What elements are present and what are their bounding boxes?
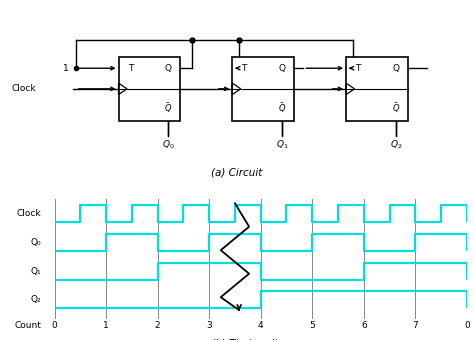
Text: Count: Count [15,321,42,330]
Text: (b) Timing diagram: (b) Timing diagram [211,339,310,340]
Text: 6: 6 [361,321,367,330]
Text: T: T [355,64,361,73]
Text: T: T [128,64,133,73]
Text: T: T [241,64,247,73]
Text: $Q_0$: $Q_0$ [162,138,174,151]
Text: 0: 0 [464,321,470,330]
Text: $\bar{Q}$: $\bar{Q}$ [278,102,286,115]
Text: 3: 3 [206,321,212,330]
Text: $Q_2$: $Q_2$ [390,138,402,151]
Text: $\bar{Q}$: $\bar{Q}$ [164,102,173,115]
Text: 5: 5 [310,321,315,330]
Text: 1: 1 [63,64,69,73]
Text: Q: Q [165,64,172,73]
Bar [118,57,180,121]
Text: (a) Circuit: (a) Circuit [211,168,263,178]
Text: 2: 2 [155,321,160,330]
Text: Q₀: Q₀ [31,238,42,247]
Text: $\bar{Q}$: $\bar{Q}$ [392,102,400,115]
Bar [232,57,294,121]
Text: Q₁: Q₁ [31,267,42,276]
Text: 7: 7 [412,321,418,330]
Text: 4: 4 [258,321,264,330]
Bar [346,57,408,121]
Text: $Q_1$: $Q_1$ [276,138,288,151]
Text: Clock: Clock [12,84,36,94]
Text: Q: Q [279,64,285,73]
Text: 0: 0 [52,321,57,330]
Text: 1: 1 [103,321,109,330]
Text: Q₂: Q₂ [31,295,42,304]
Text: Clock: Clock [17,209,42,218]
Text: Q: Q [392,64,399,73]
